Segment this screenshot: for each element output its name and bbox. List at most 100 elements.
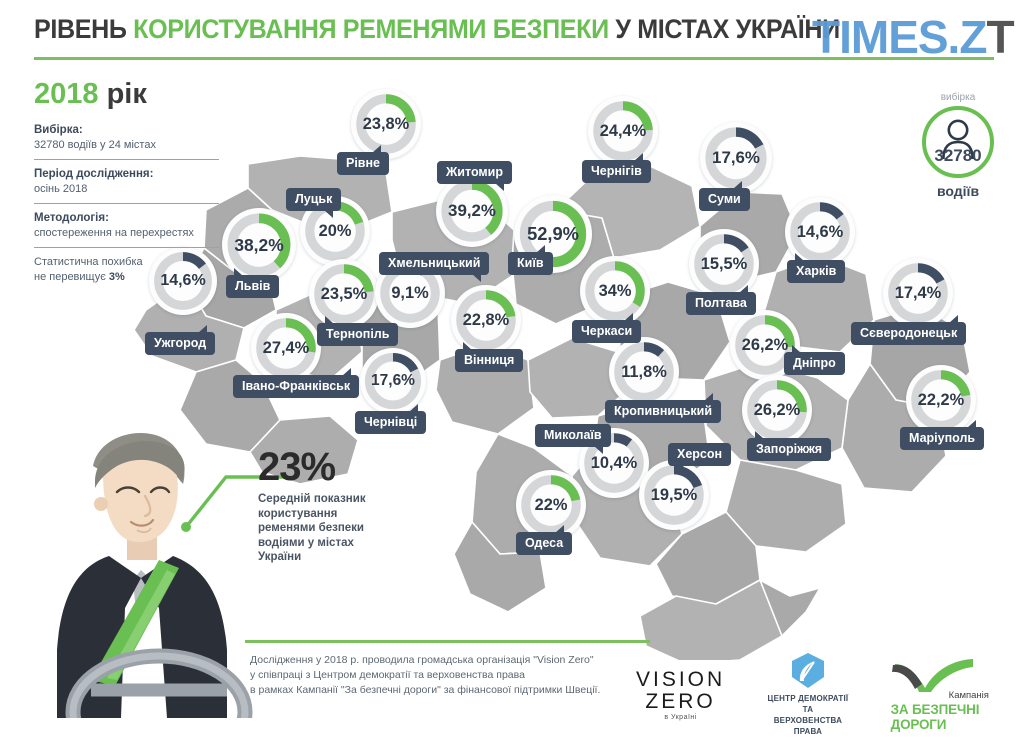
donut-value: 14,6% — [160, 272, 206, 289]
city-donut: 34% — [580, 256, 650, 326]
method-block: Методологія: спостереження на перехрестя… — [34, 211, 224, 241]
donut-hole — [465, 299, 507, 341]
partner-logos: VISION ZERO в Україні ЦЕНТР ДЕМОКРАТІЇ Т… — [636, 652, 1024, 737]
donut-arc — [614, 342, 674, 402]
city-label-6: Тернопіль — [317, 316, 399, 346]
city-donut: 23,8% — [351, 89, 421, 159]
city-label-3: Львів — [226, 268, 280, 298]
vision-zero-logo: VISION ZERO в Україні — [636, 667, 726, 721]
donut-value: 10,4% — [590, 453, 638, 472]
donut-arc — [521, 475, 581, 535]
donut-arc — [356, 94, 416, 154]
city-label-16: Харків — [787, 253, 846, 283]
average-value: 23% — [258, 445, 336, 489]
city-label-17: Дніпро — [784, 345, 845, 375]
donut-value: 22% — [534, 495, 568, 514]
donut-arc — [227, 213, 291, 277]
times-zt-watermark: TIMES.ZT — [812, 10, 1015, 64]
city-label-11: Вінниця — [455, 342, 524, 372]
city-label-2: Луцьк — [286, 188, 342, 218]
donut-value: 22,8% — [462, 310, 510, 329]
donut-value: 19,5% — [650, 485, 698, 504]
donut-hole — [653, 474, 695, 516]
donut-hole — [163, 261, 203, 301]
footer-line-2: у співпраці з Центром демократії та верх… — [250, 669, 525, 681]
donut-hole — [715, 137, 757, 179]
donut-hole — [920, 379, 962, 421]
cdr-line-1: ЦЕНТР ДЕМОКРАТІЇ ТА — [767, 694, 849, 714]
city-label-18: Сєверодонецьк — [851, 315, 967, 345]
donut-arc — [694, 234, 754, 294]
title-part-2: У МІСТАХ УКРАЇНИ — [608, 14, 840, 44]
city-donut: 23,5% — [309, 259, 379, 329]
person-icon — [941, 119, 975, 164]
city-donut: 17,6% — [360, 348, 426, 414]
city-label-23: Херсон — [668, 443, 732, 473]
city-donut: 38,2% — [222, 208, 296, 282]
city-donut: 27,4% — [251, 313, 321, 383]
sample-badge-ring: 32780 — [922, 106, 994, 178]
city-label-8: Хмельницький — [379, 252, 490, 282]
footer-divider — [245, 640, 650, 643]
donut-hole — [365, 103, 407, 145]
city-donut: 22% — [516, 470, 586, 540]
donut-arc — [644, 465, 704, 525]
donut-hole — [451, 190, 493, 232]
error-line-2a: не перевищує — [34, 271, 109, 283]
donut-value: 17,6% — [712, 148, 760, 167]
title-highlight: КОРИСТУВАННЯ РЕМЕНЯМИ БЕЗПЕКИ — [133, 14, 609, 44]
city-donut: 24,4% — [588, 96, 658, 166]
donut-value: 38,2% — [234, 234, 284, 255]
city-label-9: Житомир — [437, 161, 512, 191]
city-donut: 17,4% — [883, 258, 953, 328]
sample-block: Вибірка: 32780 водіїв у 24 містах — [34, 123, 224, 153]
donut-hole — [799, 211, 841, 253]
city-label-12: Чернігів — [582, 153, 651, 183]
donut-hole — [756, 389, 798, 431]
donut-arc — [364, 352, 422, 410]
error-value: 3% — [108, 271, 125, 283]
donut-hole — [594, 270, 636, 312]
average-callout: 23% Середній показник користування ремен… — [258, 446, 388, 565]
donut-value: 11,8% — [621, 362, 667, 381]
method-key: Методологія: — [34, 212, 109, 224]
city-donut: 14,6% — [149, 247, 217, 315]
city-label-15: Полтава — [686, 285, 756, 315]
donut-arc — [584, 433, 644, 493]
donut-arc — [593, 101, 653, 161]
city-label-7: Чернівці — [355, 404, 427, 434]
donut-hole — [602, 110, 644, 152]
period-value: осінь 2018 — [34, 183, 88, 195]
donut-hole — [373, 361, 413, 401]
donut-hole — [744, 324, 786, 366]
donut-value: 22,2% — [917, 390, 965, 409]
city-donut: 22,2% — [906, 365, 976, 435]
road-small-text: Кампанія — [948, 689, 989, 701]
sample-badge: вибірка 32780 водіїв — [908, 92, 1008, 199]
sample-badge-label: водіїв — [936, 183, 980, 199]
donut-value: 27,4% — [262, 338, 310, 357]
sample-key: Вибірка: — [34, 124, 83, 136]
page-title: РІВЕНЬ КОРИСТУВАННЯ РЕМЕНЯМИ БЕЗПЕКИ У М… — [34, 14, 900, 44]
donut-hole — [323, 273, 365, 315]
period-block: Період дослідження: осінь 2018 — [34, 167, 224, 197]
donut-arc — [790, 202, 850, 262]
driver-illustration — [57, 433, 253, 718]
city-donut: 26,2% — [742, 375, 812, 445]
donut-arc — [256, 318, 316, 378]
donut-hole — [389, 272, 431, 314]
footer-line-3: в рамках Кампанії "За безпечні дороги" з… — [250, 684, 601, 696]
city-label-10: Київ — [508, 245, 553, 275]
average-leader-line — [181, 475, 284, 532]
watermark-tail: T — [986, 11, 1014, 63]
donut-hole — [703, 243, 745, 285]
donut-arc — [456, 290, 516, 350]
donut-value: 14,6% — [796, 222, 844, 241]
info-panel: 2018 рік Вибірка: 32780 водіїв у 24 міст… — [34, 78, 224, 285]
donut-arc — [735, 315, 795, 375]
vision-zero-line-1: VISION — [636, 667, 726, 691]
title-part-1: РІВЕНЬ — [34, 14, 134, 44]
city-label-22: Миколаїв — [535, 424, 611, 454]
donut-value: 24,4% — [599, 121, 647, 140]
year-heading: 2018 рік — [34, 78, 224, 111]
